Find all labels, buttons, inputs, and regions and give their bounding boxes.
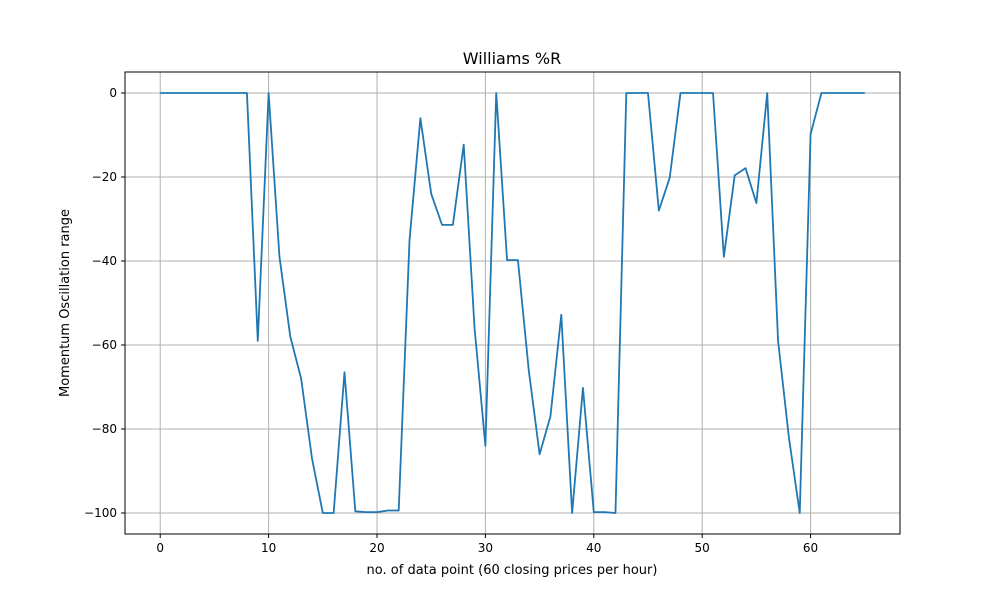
y-tick-label: 0: [109, 86, 117, 100]
tick-layer: 0 10 20 30 40 50 60 0 −20 −40 −60 −80 −100: [84, 86, 818, 555]
grid-layer: [125, 72, 900, 534]
line-layer: [160, 92, 865, 514]
x-tick-label: 10: [261, 541, 276, 555]
y-tick-label: −100: [84, 506, 117, 520]
x-axis-label: no. of data point (60 closing prices per…: [367, 563, 658, 578]
y-tick-label: −60: [92, 338, 117, 352]
x-tick-label: 20: [369, 541, 384, 555]
x-tick-label: 30: [478, 541, 493, 555]
x-tick-label: 50: [695, 541, 710, 555]
plot-frame: [124, 71, 901, 535]
y-tick-label: −20: [92, 170, 117, 184]
x-tick-label: 0: [156, 541, 164, 555]
y-tick-label: −40: [92, 254, 117, 268]
y-axis-label: Momentum Oscillation range: [58, 209, 73, 397]
x-tick-label: 60: [803, 541, 818, 555]
y-tick-label: −80: [92, 422, 117, 436]
series-line: [160, 92, 865, 514]
chart-title: Williams %R: [463, 49, 561, 68]
x-tick-label: 40: [586, 541, 601, 555]
